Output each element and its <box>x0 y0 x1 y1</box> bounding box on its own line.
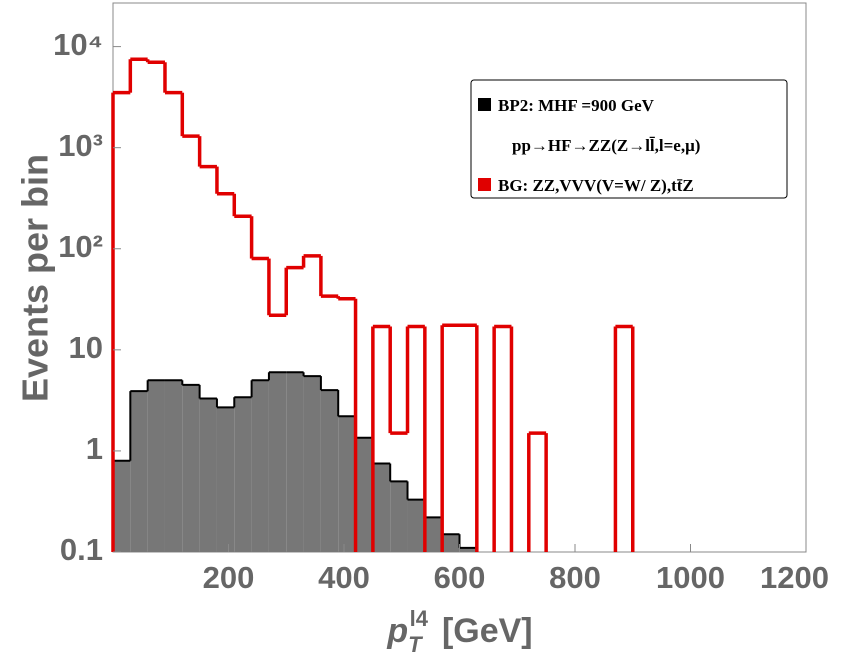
legend-swatch <box>478 178 491 191</box>
x-tick-label: 400 <box>318 560 370 595</box>
x-tick-label: 200 <box>203 560 255 595</box>
y-tick-label: 10³ <box>58 128 103 163</box>
legend-box <box>470 79 788 199</box>
y-tick-label: 10⁴ <box>53 27 103 62</box>
x-tick-label: 1000 <box>656 560 725 595</box>
hist-bar <box>130 391 148 552</box>
hist-bar <box>234 397 252 552</box>
hist-bar <box>407 499 425 552</box>
x-tick-label: 800 <box>549 560 601 595</box>
hist-bar <box>268 372 287 552</box>
x-label-sub: T <box>408 632 423 657</box>
hist-bar <box>355 437 373 552</box>
x-label-symbol: p <box>386 612 408 650</box>
hist-bar <box>320 390 339 552</box>
x-axis-label: pTl4 [GeV] <box>386 606 532 657</box>
hist-bar <box>164 380 183 552</box>
legend-label: BP2: MHF =900 GeV <box>498 96 655 115</box>
hist-bar <box>424 517 443 552</box>
hist-bar <box>251 380 269 552</box>
hist-bar <box>113 460 131 552</box>
y-tick-label: 10² <box>58 229 103 264</box>
hist-bar <box>390 481 408 552</box>
x-tick-label: 600 <box>434 560 486 595</box>
x-tick-label: 1200 <box>760 560 829 595</box>
hist-bar <box>442 534 460 552</box>
y-tick-label: 10 <box>69 330 103 365</box>
y-axis-label: Events per bin <box>15 154 56 402</box>
legend-label: BG: ZZ,VVV(V=W/ Z),tt̄Z <box>498 176 694 195</box>
y-tick-label: 1 <box>86 431 103 466</box>
x-label-unit: [GeV] <box>442 612 533 650</box>
hist-bar <box>286 372 304 552</box>
hist-bar <box>182 384 200 552</box>
hist-bar <box>338 416 356 552</box>
annotation: pp→HF→ZZ(Z→ll̄,l=e,μ) <box>512 136 700 155</box>
hist-bar <box>216 407 235 552</box>
y-tick-label: 0.1 <box>60 532 103 567</box>
legend-swatch <box>478 98 491 111</box>
hist-bar <box>459 547 477 552</box>
hist-bar <box>199 398 217 552</box>
hist-bar <box>147 380 165 552</box>
x-label-sup: l4 <box>410 606 429 631</box>
hist-bar <box>303 376 321 552</box>
hist-bar <box>372 463 391 552</box>
